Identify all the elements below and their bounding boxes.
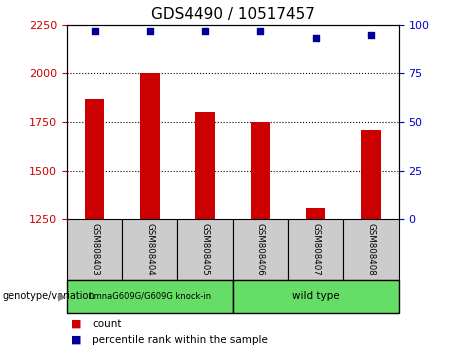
Bar: [306, 208, 325, 219]
Point: [367, 32, 375, 37]
Bar: [361, 130, 381, 219]
Bar: [177, 219, 233, 280]
Bar: [85, 99, 104, 219]
Point: [146, 28, 154, 33]
Text: GSM808405: GSM808405: [201, 223, 210, 276]
Text: ▶: ▶: [58, 291, 66, 302]
Title: GDS4490 / 10517457: GDS4490 / 10517457: [151, 7, 315, 22]
Text: wild type: wild type: [292, 291, 340, 302]
Point: [91, 28, 98, 33]
Point: [312, 35, 319, 41]
Point: [257, 28, 264, 33]
Bar: [233, 219, 288, 280]
Text: LmnaG609G/G609G knock-in: LmnaG609G/G609G knock-in: [89, 292, 211, 301]
Text: count: count: [92, 319, 122, 329]
Text: ■: ■: [71, 319, 82, 329]
Bar: [122, 219, 177, 280]
Bar: [288, 219, 343, 280]
Text: genotype/variation: genotype/variation: [2, 291, 95, 302]
Bar: [67, 219, 122, 280]
Text: GSM808404: GSM808404: [145, 223, 154, 276]
Point: [201, 28, 209, 33]
Text: GSM808403: GSM808403: [90, 223, 99, 276]
Text: GSM808408: GSM808408: [366, 223, 376, 276]
Bar: [195, 113, 215, 219]
Text: GSM808407: GSM808407: [311, 223, 320, 276]
Bar: [343, 219, 399, 280]
Text: ■: ■: [71, 335, 82, 345]
Text: GSM808406: GSM808406: [256, 223, 265, 276]
Bar: [67, 280, 233, 313]
Bar: [140, 73, 160, 219]
Text: percentile rank within the sample: percentile rank within the sample: [92, 335, 268, 345]
Bar: [233, 280, 399, 313]
Bar: [251, 122, 270, 219]
